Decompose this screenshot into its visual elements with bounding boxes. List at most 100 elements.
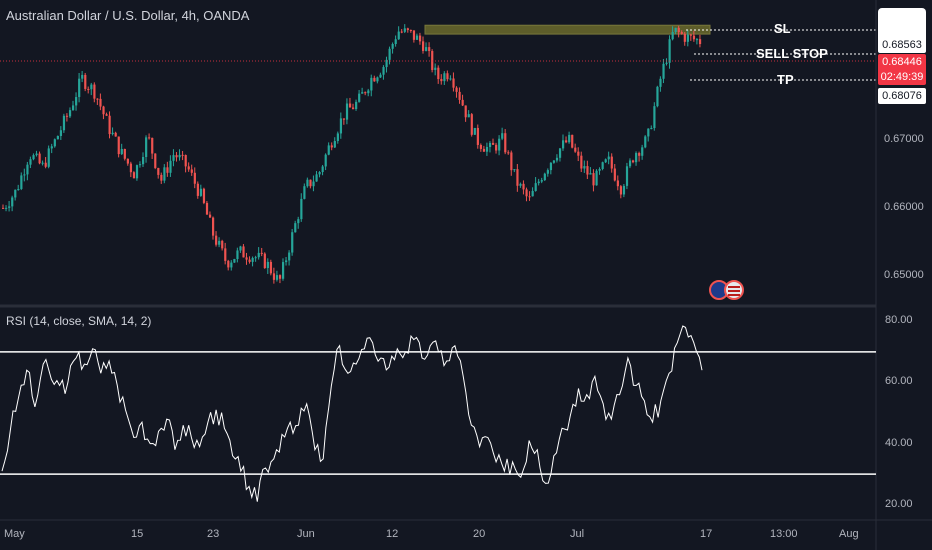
candle-body [260, 252, 263, 254]
candle-body [154, 153, 157, 168]
candle-body [628, 160, 632, 167]
candle-body [202, 188, 206, 203]
candle-body [479, 144, 483, 149]
candle-body [418, 35, 422, 42]
rsi-tick-label: 80.00 [885, 314, 913, 327]
candle-body [391, 44, 394, 49]
candle-body [589, 173, 592, 175]
candle-body [376, 77, 379, 82]
candle-body [522, 183, 525, 190]
candle-body [507, 152, 510, 154]
candle-body [519, 183, 522, 186]
candle-body [135, 165, 139, 179]
candle-body [2, 207, 5, 209]
candle-body [169, 160, 172, 173]
supply-zone-rect [424, 24, 711, 35]
candle-body [485, 146, 489, 152]
candle-body [111, 132, 114, 135]
candle-body [172, 155, 175, 161]
candle-body [659, 78, 662, 87]
candle-body [184, 154, 187, 167]
candle-body [525, 189, 528, 197]
candle-body [272, 273, 276, 280]
event-flags[interactable] [709, 279, 745, 301]
candle-body [403, 28, 406, 32]
candle-body [379, 74, 382, 78]
candle-body [208, 214, 212, 218]
candle-body [251, 257, 254, 262]
candle-body [571, 134, 574, 148]
candle-body [695, 39, 699, 41]
candle-body [275, 275, 279, 280]
time-tick-label: 13:00 [770, 528, 798, 540]
candle-body [84, 74, 87, 89]
candle-body [458, 91, 461, 100]
candle-body [78, 78, 81, 98]
candle-body [151, 137, 154, 154]
candle-body [306, 179, 309, 187]
candle-body [619, 186, 623, 195]
candle-body [452, 78, 455, 88]
candle-body [303, 186, 306, 199]
candle-body [126, 158, 129, 164]
candle-body [662, 63, 665, 79]
candle-body [665, 62, 668, 64]
time-tick-label: May [4, 528, 25, 540]
candle-body [221, 240, 224, 249]
candle-body [632, 160, 635, 163]
candle-body [175, 155, 178, 158]
candle-body [352, 107, 355, 110]
candle-body [422, 41, 425, 51]
rsi-tick-label: 60.00 [885, 375, 913, 388]
candle-body [160, 174, 163, 181]
candle-body [492, 142, 495, 145]
candle-body [647, 128, 650, 137]
candle-body [315, 174, 318, 182]
candle-body [266, 261, 269, 269]
candle-body [254, 257, 257, 259]
candle-body [178, 154, 181, 158]
candle-body [516, 169, 519, 186]
candle-body [449, 78, 452, 80]
candle-body [142, 157, 145, 165]
candle-body [312, 181, 315, 187]
sell-stop-label: SELL STOP [756, 46, 828, 61]
candle-body [537, 181, 540, 184]
time-tick-label: 20 [473, 528, 486, 540]
rsi-tick-label: 20.00 [885, 497, 913, 510]
candle-body [513, 169, 516, 171]
candle-body [358, 93, 361, 102]
candle-body [248, 259, 251, 262]
candle-body [644, 136, 647, 148]
candle-body [415, 35, 419, 40]
candle-body [193, 172, 196, 184]
candle-body [324, 154, 327, 167]
candle-body [50, 146, 53, 149]
candle-body [102, 106, 105, 115]
candle-body [166, 167, 169, 173]
candle-body [68, 110, 72, 117]
candle-body [543, 173, 546, 181]
candle-body [443, 73, 446, 82]
price-tick-label: 0.66000 [884, 200, 924, 213]
candle-body [123, 148, 126, 159]
candle-body [196, 183, 199, 196]
candle-body [65, 115, 69, 117]
candle-body [285, 260, 288, 263]
candle-body [498, 138, 501, 151]
candle-body [333, 141, 336, 148]
candle-body [455, 87, 458, 92]
candle-body [546, 170, 549, 174]
candle-body [327, 145, 330, 155]
candle-body [291, 232, 294, 253]
candle-body [257, 252, 260, 258]
chart-title: Australian Dollar / U.S. Dollar, 4h, OAN… [6, 8, 250, 23]
candle-body [105, 114, 108, 116]
candle-series [2, 24, 702, 284]
time-tick-label: Jun [297, 528, 315, 540]
candle-body [683, 33, 686, 42]
candle-body [17, 188, 20, 190]
candle-body [616, 180, 619, 187]
candle-body [114, 132, 117, 137]
candle-body [181, 154, 184, 156]
